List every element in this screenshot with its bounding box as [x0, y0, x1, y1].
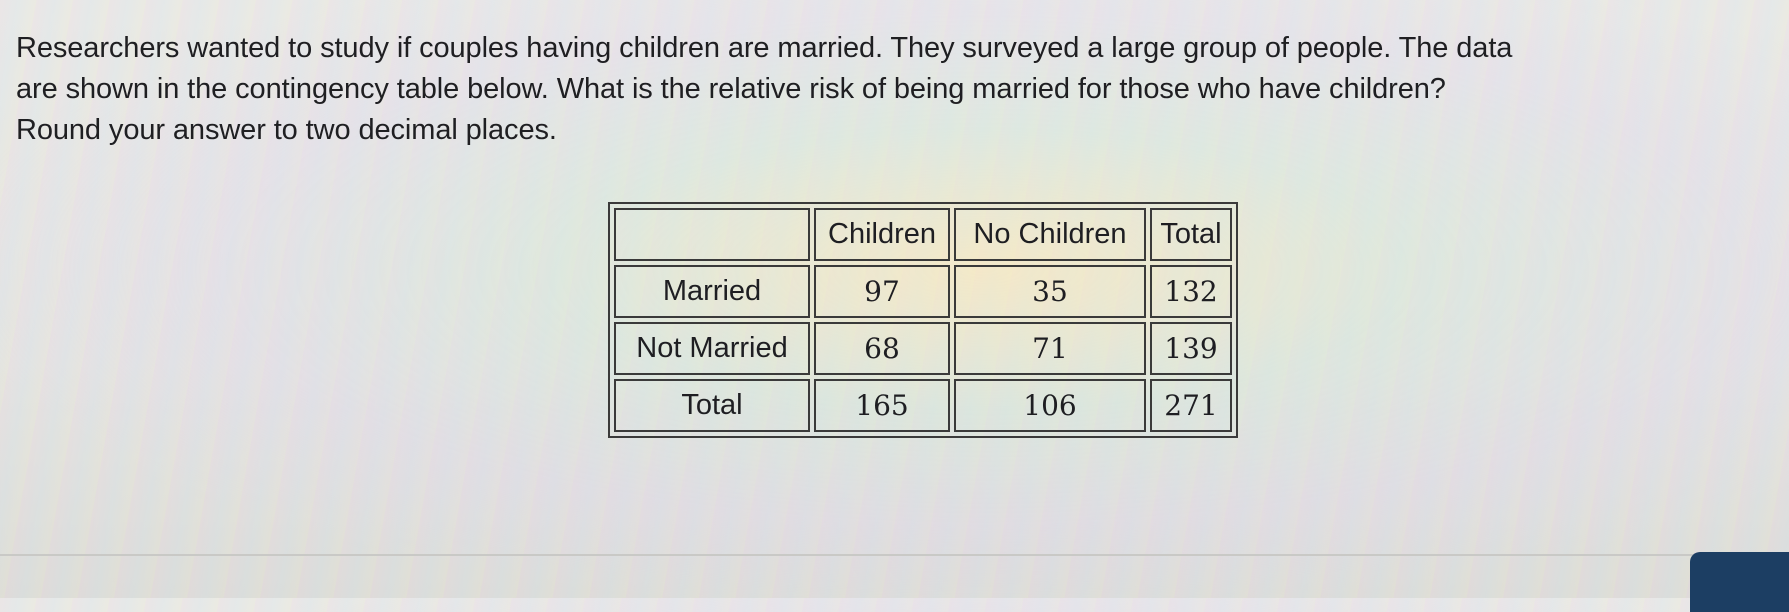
header-cell-total: Total	[1150, 208, 1232, 261]
submit-button[interactable]	[1690, 552, 1789, 612]
table-cell: 35	[954, 265, 1146, 318]
question-line: are shown in the contingency table below…	[16, 73, 1446, 105]
header-cell-children: Children	[814, 208, 950, 261]
question-line: Round your answer to two decimal places.	[16, 114, 557, 146]
table-cell: 139	[1150, 322, 1232, 375]
question-text: Researchers wanted to study if couples h…	[16, 28, 1776, 151]
table-cell: 68	[814, 322, 950, 375]
table-cell: 71	[954, 322, 1146, 375]
question-line: Researchers wanted to study if couples h…	[16, 32, 1513, 64]
header-cell-empty	[614, 208, 810, 261]
table-row: Total 165 106 271	[614, 379, 1232, 432]
table-header-row: Children No Children Total	[614, 208, 1232, 261]
table-cell: 132	[1150, 265, 1232, 318]
table-cell: 97	[814, 265, 950, 318]
divider	[0, 554, 1789, 556]
screen: Researchers wanted to study if couples h…	[0, 28, 1789, 612]
table-cell: 106	[954, 379, 1146, 432]
row-label-total: Total	[614, 379, 810, 432]
table-row: Not Married 68 71 139	[614, 322, 1232, 375]
table-row: Married 97 35 132	[614, 265, 1232, 318]
header-cell-no-children: No Children	[954, 208, 1146, 261]
contingency-table: Children No Children Total Married 97 35…	[608, 202, 1238, 438]
table-cell: 165	[814, 379, 950, 432]
row-label-married: Married	[614, 265, 810, 318]
table-cell: 271	[1150, 379, 1232, 432]
row-label-not-married: Not Married	[614, 322, 810, 375]
